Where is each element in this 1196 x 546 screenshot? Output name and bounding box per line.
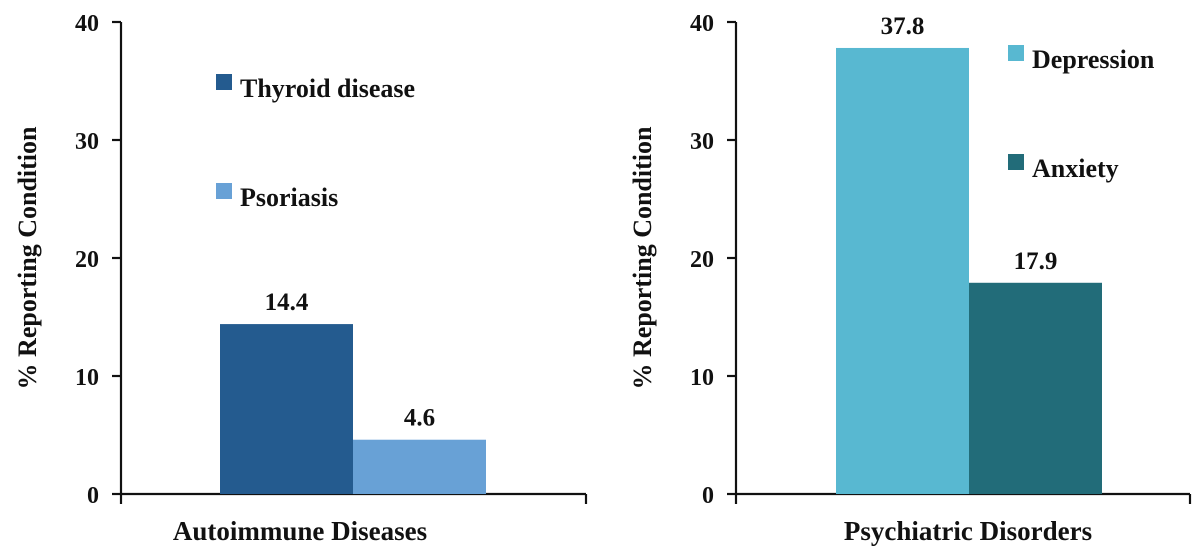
y-tick-label: 30 [690,129,714,155]
bar-psoriasis [353,439,486,494]
legend-swatch [216,183,232,199]
data-label: 17.9 [1014,248,1058,275]
data-label: 4.6 [404,405,435,432]
legend-label: Psoriasis [240,183,338,212]
data-label: 14.4 [265,289,309,316]
data-label: 37.8 [881,13,925,40]
y-tick-label: 0 [87,483,99,509]
chart-panel-2: 0 10 20 30 40 37.8 17.9 % Reporting Condition Ps… [628,11,1192,546]
y-tick-label: 40 [690,11,714,37]
chart-panel-1: 0 10 20 30 40 14.4 4.6 % Reporting Condition Aut… [13,11,588,546]
x-axis-title: Autoimmune Diseases [173,516,427,546]
y-tick-label: 40 [75,11,99,37]
legend-label: Thyroid disease [240,74,415,103]
legend-label: Depression [1032,45,1155,74]
legend-swatch [216,74,232,90]
y-tick-label: 10 [690,365,714,391]
y-tick-label: 0 [702,483,714,509]
bar-thyroid-disease [220,324,353,494]
y-axis-title: % Reporting Condition [628,126,657,389]
y-tick-label: 30 [75,129,99,155]
legend-swatch [1008,154,1024,170]
bar-anxiety [969,282,1102,494]
y-axis-title: % Reporting Condition [13,126,42,389]
y-tick-label: 20 [75,247,99,273]
bar-depression [836,47,969,495]
y-tick-label: 10 [75,365,99,391]
x-axis-title: Psychiatric Disorders [844,516,1092,546]
y-tick-label: 20 [690,247,714,273]
legend-label: Anxiety [1032,154,1119,183]
legend-swatch [1008,45,1024,61]
